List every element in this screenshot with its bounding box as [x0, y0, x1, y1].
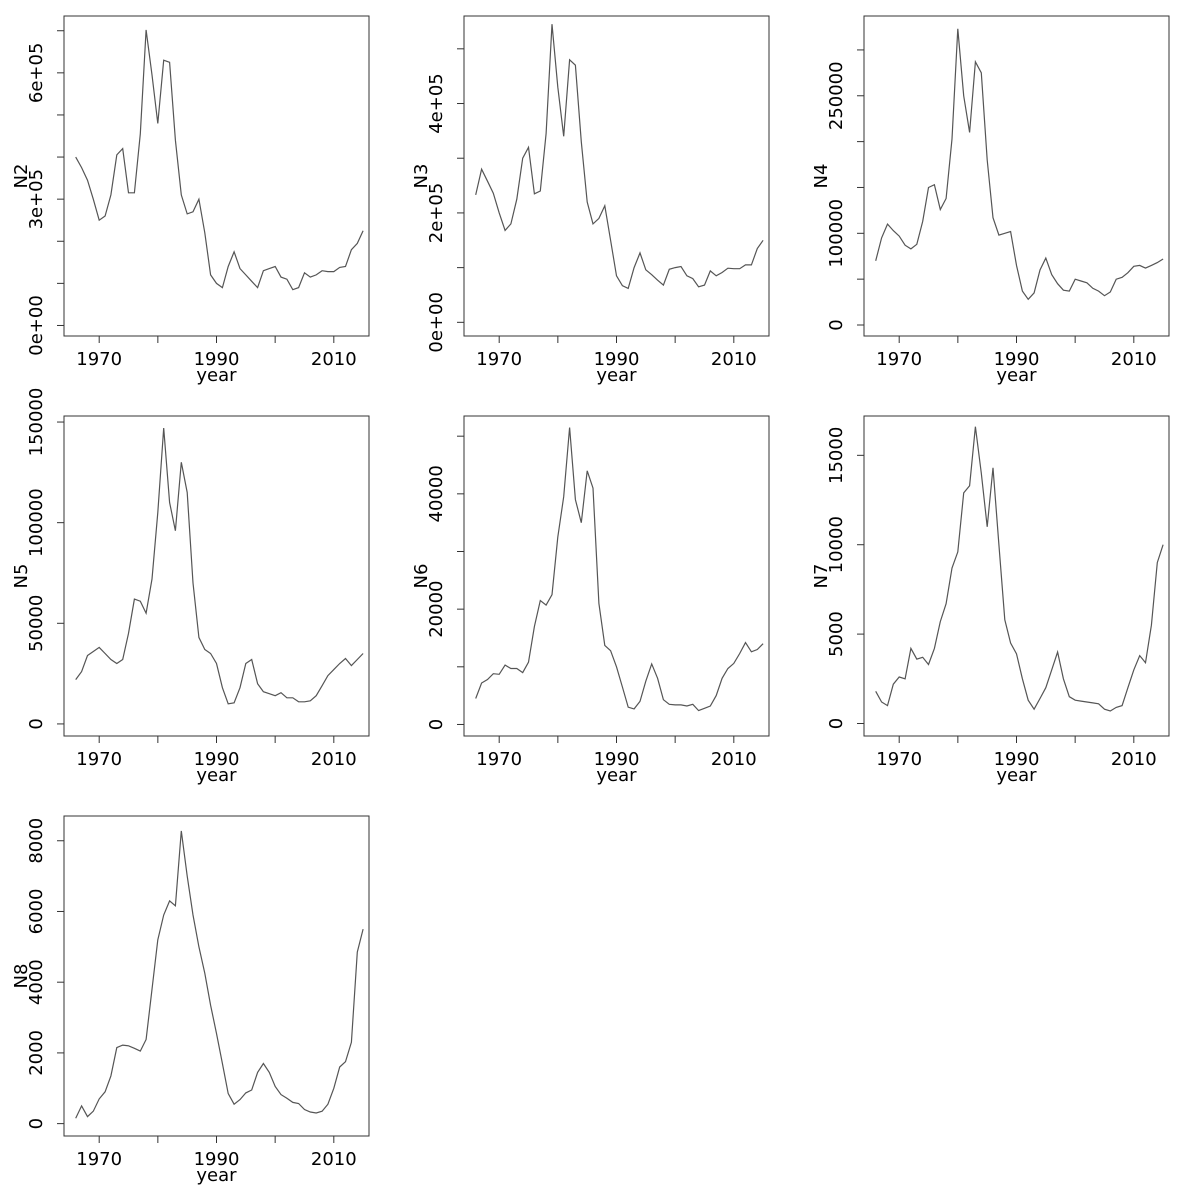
y-tick-label: 20000	[426, 581, 447, 638]
y-tick-label: 10000	[826, 516, 847, 573]
x-axis-label: year	[196, 1165, 237, 1186]
y-tick-label: 40000	[426, 465, 447, 522]
panel-N7: 1970 1990 2010 year 0 5000 10000 15000 N7	[811, 415, 1170, 786]
x-tick-label: 1990	[194, 349, 240, 370]
x-tick-label: 1990	[594, 749, 640, 770]
plot-box	[63, 415, 370, 737]
series-line	[75, 830, 364, 1119]
x-tick-label: 2010	[1111, 349, 1157, 370]
x-tick-label: 1990	[994, 349, 1040, 370]
y-tick-label: 0e+00	[426, 292, 447, 353]
x-tick-label: 1970	[876, 349, 922, 370]
y-tick-label: 0e+00	[26, 295, 47, 356]
plot-box	[63, 815, 370, 1137]
y-tick-label: 0	[826, 718, 847, 729]
x-tick-label: 1990	[994, 749, 1040, 770]
y-tick-label: 250000	[826, 61, 847, 130]
y-tick-label: 50000	[26, 595, 47, 652]
x-tick-label: 1970	[76, 349, 122, 370]
x-axis-label: year	[996, 365, 1037, 386]
series-line	[75, 29, 364, 291]
panel-N8: 1970 1990 2010 year 0 2000 4000 6000 8000 N8	[11, 815, 370, 1186]
y-tick-label: 100000	[826, 199, 847, 268]
y-tick-label: 15000	[826, 427, 847, 484]
y-tick-label: 0	[26, 1118, 47, 1129]
y-tick-label: 0	[426, 719, 447, 730]
x-tick-label: 2010	[311, 349, 357, 370]
x-tick-label: 1990	[194, 749, 240, 770]
y-axis-label: N4	[811, 164, 832, 189]
x-tick-label: 1990	[194, 1149, 240, 1170]
y-tick-label: 6000	[26, 889, 47, 935]
y-tick-label: 0	[826, 319, 847, 330]
x-axis-label: year	[596, 365, 637, 386]
series-line	[875, 28, 1164, 301]
y-tick-label: 2000	[26, 1030, 47, 1076]
plot-box	[463, 15, 770, 337]
y-axis-label: N8	[11, 964, 32, 989]
x-tick-label: 1990	[594, 349, 640, 370]
x-tick-label: 2010	[311, 749, 357, 770]
x-tick-label: 2010	[311, 1149, 357, 1170]
y-tick-label: 4000	[26, 959, 47, 1005]
series-line	[875, 426, 1164, 712]
y-axis-label: N2	[11, 164, 32, 189]
x-tick-label: 1970	[76, 749, 122, 770]
x-tick-label: 1970	[876, 749, 922, 770]
y-tick-label: 8000	[26, 818, 47, 864]
x-tick-label: 2010	[1111, 749, 1157, 770]
x-tick-label: 1970	[476, 349, 522, 370]
x-tick-label: 2010	[711, 349, 757, 370]
y-tick-label: 6e+05	[26, 43, 47, 104]
y-tick-label: 5000	[826, 611, 847, 657]
x-axis-label: year	[596, 765, 637, 786]
y-tick-label: 0	[26, 718, 47, 729]
x-axis-label: year	[196, 365, 237, 386]
plot-box	[863, 15, 1170, 337]
x-axis-label: year	[996, 765, 1037, 786]
y-tick-label: 3e+05	[26, 169, 47, 230]
series-line	[75, 428, 364, 705]
panel-N3: 1970 1990 2010 year 0e+00 2e+05 4e+05 N3	[411, 15, 770, 386]
y-tick-label: 100000	[26, 488, 47, 557]
y-axis-label: N6	[411, 564, 432, 589]
series-line	[475, 427, 764, 712]
plot-box	[463, 415, 770, 737]
x-tick-label: 1970	[476, 749, 522, 770]
y-tick-label: 150000	[26, 388, 47, 457]
y-axis-label: N7	[811, 564, 832, 589]
x-tick-label: 1970	[76, 1149, 122, 1170]
y-tick-label: 2e+05	[426, 183, 447, 244]
y-axis-label: N5	[11, 564, 32, 589]
plot-box	[63, 15, 370, 337]
panel-N2: 1970 1990 2010 year 0e+00 3e+05 6e+05 N2	[11, 15, 370, 386]
panel-N6: 1970 1990 2010 year 0 20000 40000 N6	[411, 415, 770, 786]
series-line	[475, 24, 764, 290]
y-tick-label: 4e+05	[426, 73, 447, 134]
panel-N4: 1970 1990 2010 year 0 100000 250000 N4	[811, 15, 1170, 386]
x-axis-label: year	[196, 765, 237, 786]
y-axis-label: N3	[411, 164, 432, 189]
plot-box	[863, 415, 1170, 737]
panel-N5: 1970 1990 2010 year 0 50000 100000 150000 N5	[11, 388, 370, 786]
x-tick-label: 2010	[711, 749, 757, 770]
